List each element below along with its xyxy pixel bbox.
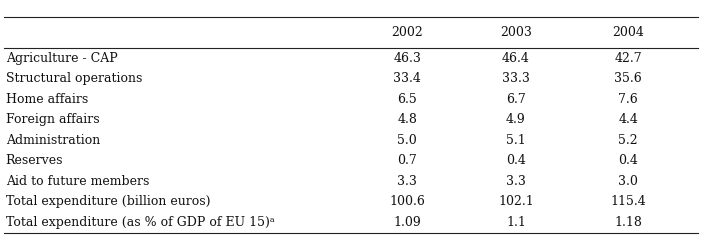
- Text: 3.3: 3.3: [397, 175, 417, 188]
- Text: Total expenditure (billion euros): Total expenditure (billion euros): [6, 196, 210, 209]
- Text: Foreign affairs: Foreign affairs: [6, 113, 99, 126]
- Text: Agriculture - CAP: Agriculture - CAP: [6, 52, 117, 65]
- Text: 1.18: 1.18: [614, 216, 642, 229]
- Text: 102.1: 102.1: [498, 196, 534, 209]
- Text: 100.6: 100.6: [389, 196, 425, 209]
- Text: Aid to future members: Aid to future members: [6, 175, 149, 188]
- Text: 4.8: 4.8: [397, 113, 417, 126]
- Text: 2004: 2004: [612, 26, 644, 39]
- Text: 5.1: 5.1: [506, 134, 526, 147]
- Text: 42.7: 42.7: [614, 52, 642, 65]
- Text: 3.3: 3.3: [506, 175, 526, 188]
- Text: 2002: 2002: [391, 26, 423, 39]
- Text: 5.2: 5.2: [618, 134, 638, 147]
- Text: 1.1: 1.1: [506, 216, 526, 229]
- Text: 5.0: 5.0: [397, 134, 417, 147]
- Text: Total expenditure (as % of GDP of EU 15)ᵃ: Total expenditure (as % of GDP of EU 15)…: [6, 216, 274, 229]
- Text: 1.09: 1.09: [393, 216, 421, 229]
- Text: Reserves: Reserves: [6, 154, 63, 168]
- Text: 35.6: 35.6: [614, 72, 642, 85]
- Text: 6.5: 6.5: [397, 93, 417, 106]
- Text: 33.3: 33.3: [502, 72, 530, 85]
- Text: 33.4: 33.4: [393, 72, 421, 85]
- Text: 46.4: 46.4: [502, 52, 530, 65]
- Text: 7.6: 7.6: [618, 93, 638, 106]
- Text: 6.7: 6.7: [506, 93, 526, 106]
- Text: 3.0: 3.0: [618, 175, 638, 188]
- Text: Administration: Administration: [6, 134, 100, 147]
- Text: Home affairs: Home affairs: [6, 93, 88, 106]
- Text: 46.3: 46.3: [393, 52, 421, 65]
- Text: 4.4: 4.4: [618, 113, 638, 126]
- Text: 115.4: 115.4: [611, 196, 646, 209]
- Text: Structural operations: Structural operations: [6, 72, 142, 85]
- Text: 2003: 2003: [500, 26, 532, 39]
- Text: 0.4: 0.4: [506, 154, 526, 168]
- Text: 0.4: 0.4: [618, 154, 638, 168]
- Text: 0.7: 0.7: [397, 154, 417, 168]
- Text: 4.9: 4.9: [506, 113, 526, 126]
